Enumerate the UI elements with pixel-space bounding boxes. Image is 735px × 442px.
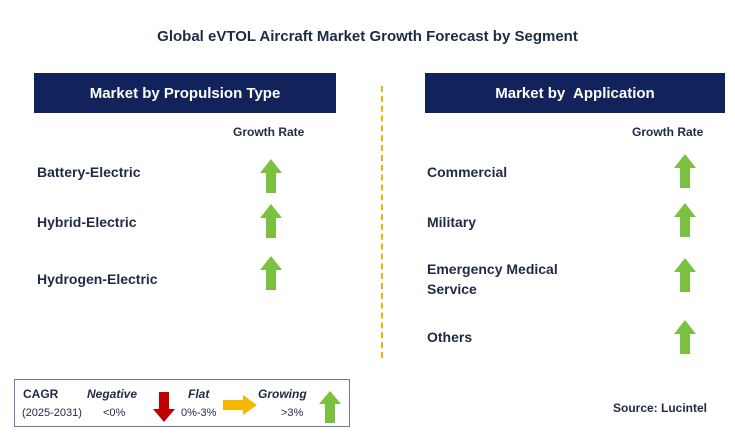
right-arrow-icon: [223, 395, 257, 415]
propulsion-item-hybrid-electric: Hybrid-Electric: [37, 214, 137, 230]
cagr-legend: CAGR (2025-2031) Negative <0% Flat 0%-3%…: [14, 379, 350, 427]
application-item-commercial: Commercial: [427, 164, 508, 180]
application-item-emergency-medical-service: Emergency Medical Service: [427, 261, 558, 297]
up-arrow-icon: [674, 320, 696, 354]
propulsion-item-battery-electric: Battery-Electric: [37, 164, 141, 180]
application-growth-rate-label: Growth Rate: [632, 125, 704, 139]
up-arrow-icon: [260, 159, 282, 193]
application-item-military: Military: [427, 214, 477, 230]
up-arrow-icon: [260, 204, 282, 238]
panel-divider: [381, 86, 383, 358]
legend-negative-label: Negative: [87, 387, 138, 401]
chart-title: Global eVTOL Aircraft Market Growth Fore…: [157, 28, 578, 45]
propulsion-header: Market by Propulsion Type: [34, 73, 336, 113]
legend-period: (2025-2031): [22, 407, 82, 419]
source-text: Source: Lucintel: [613, 401, 708, 415]
legend-growing-label: Growing: [258, 387, 307, 401]
application-header: Market by Application: [425, 73, 725, 113]
legend-negative-range: <0%: [103, 407, 126, 419]
propulsion-growth-rate-label: Growth Rate: [233, 125, 305, 139]
propulsion-item-hydrogen-electric: Hydrogen-Electric: [37, 271, 158, 287]
legend-flat-range: 0%-3%: [181, 407, 217, 419]
up-arrow-icon: [674, 203, 696, 237]
legend-cagr-label: CAGR: [23, 387, 59, 401]
down-arrow-icon: [153, 392, 175, 422]
up-arrow-icon: [319, 391, 341, 423]
up-arrow-icon: [674, 154, 696, 188]
application-item-others: Others: [427, 329, 473, 345]
legend-growing-range: >3%: [281, 407, 304, 419]
legend-flat-label: Flat: [188, 387, 210, 401]
up-arrow-icon: [674, 258, 696, 292]
up-arrow-icon: [260, 256, 282, 290]
